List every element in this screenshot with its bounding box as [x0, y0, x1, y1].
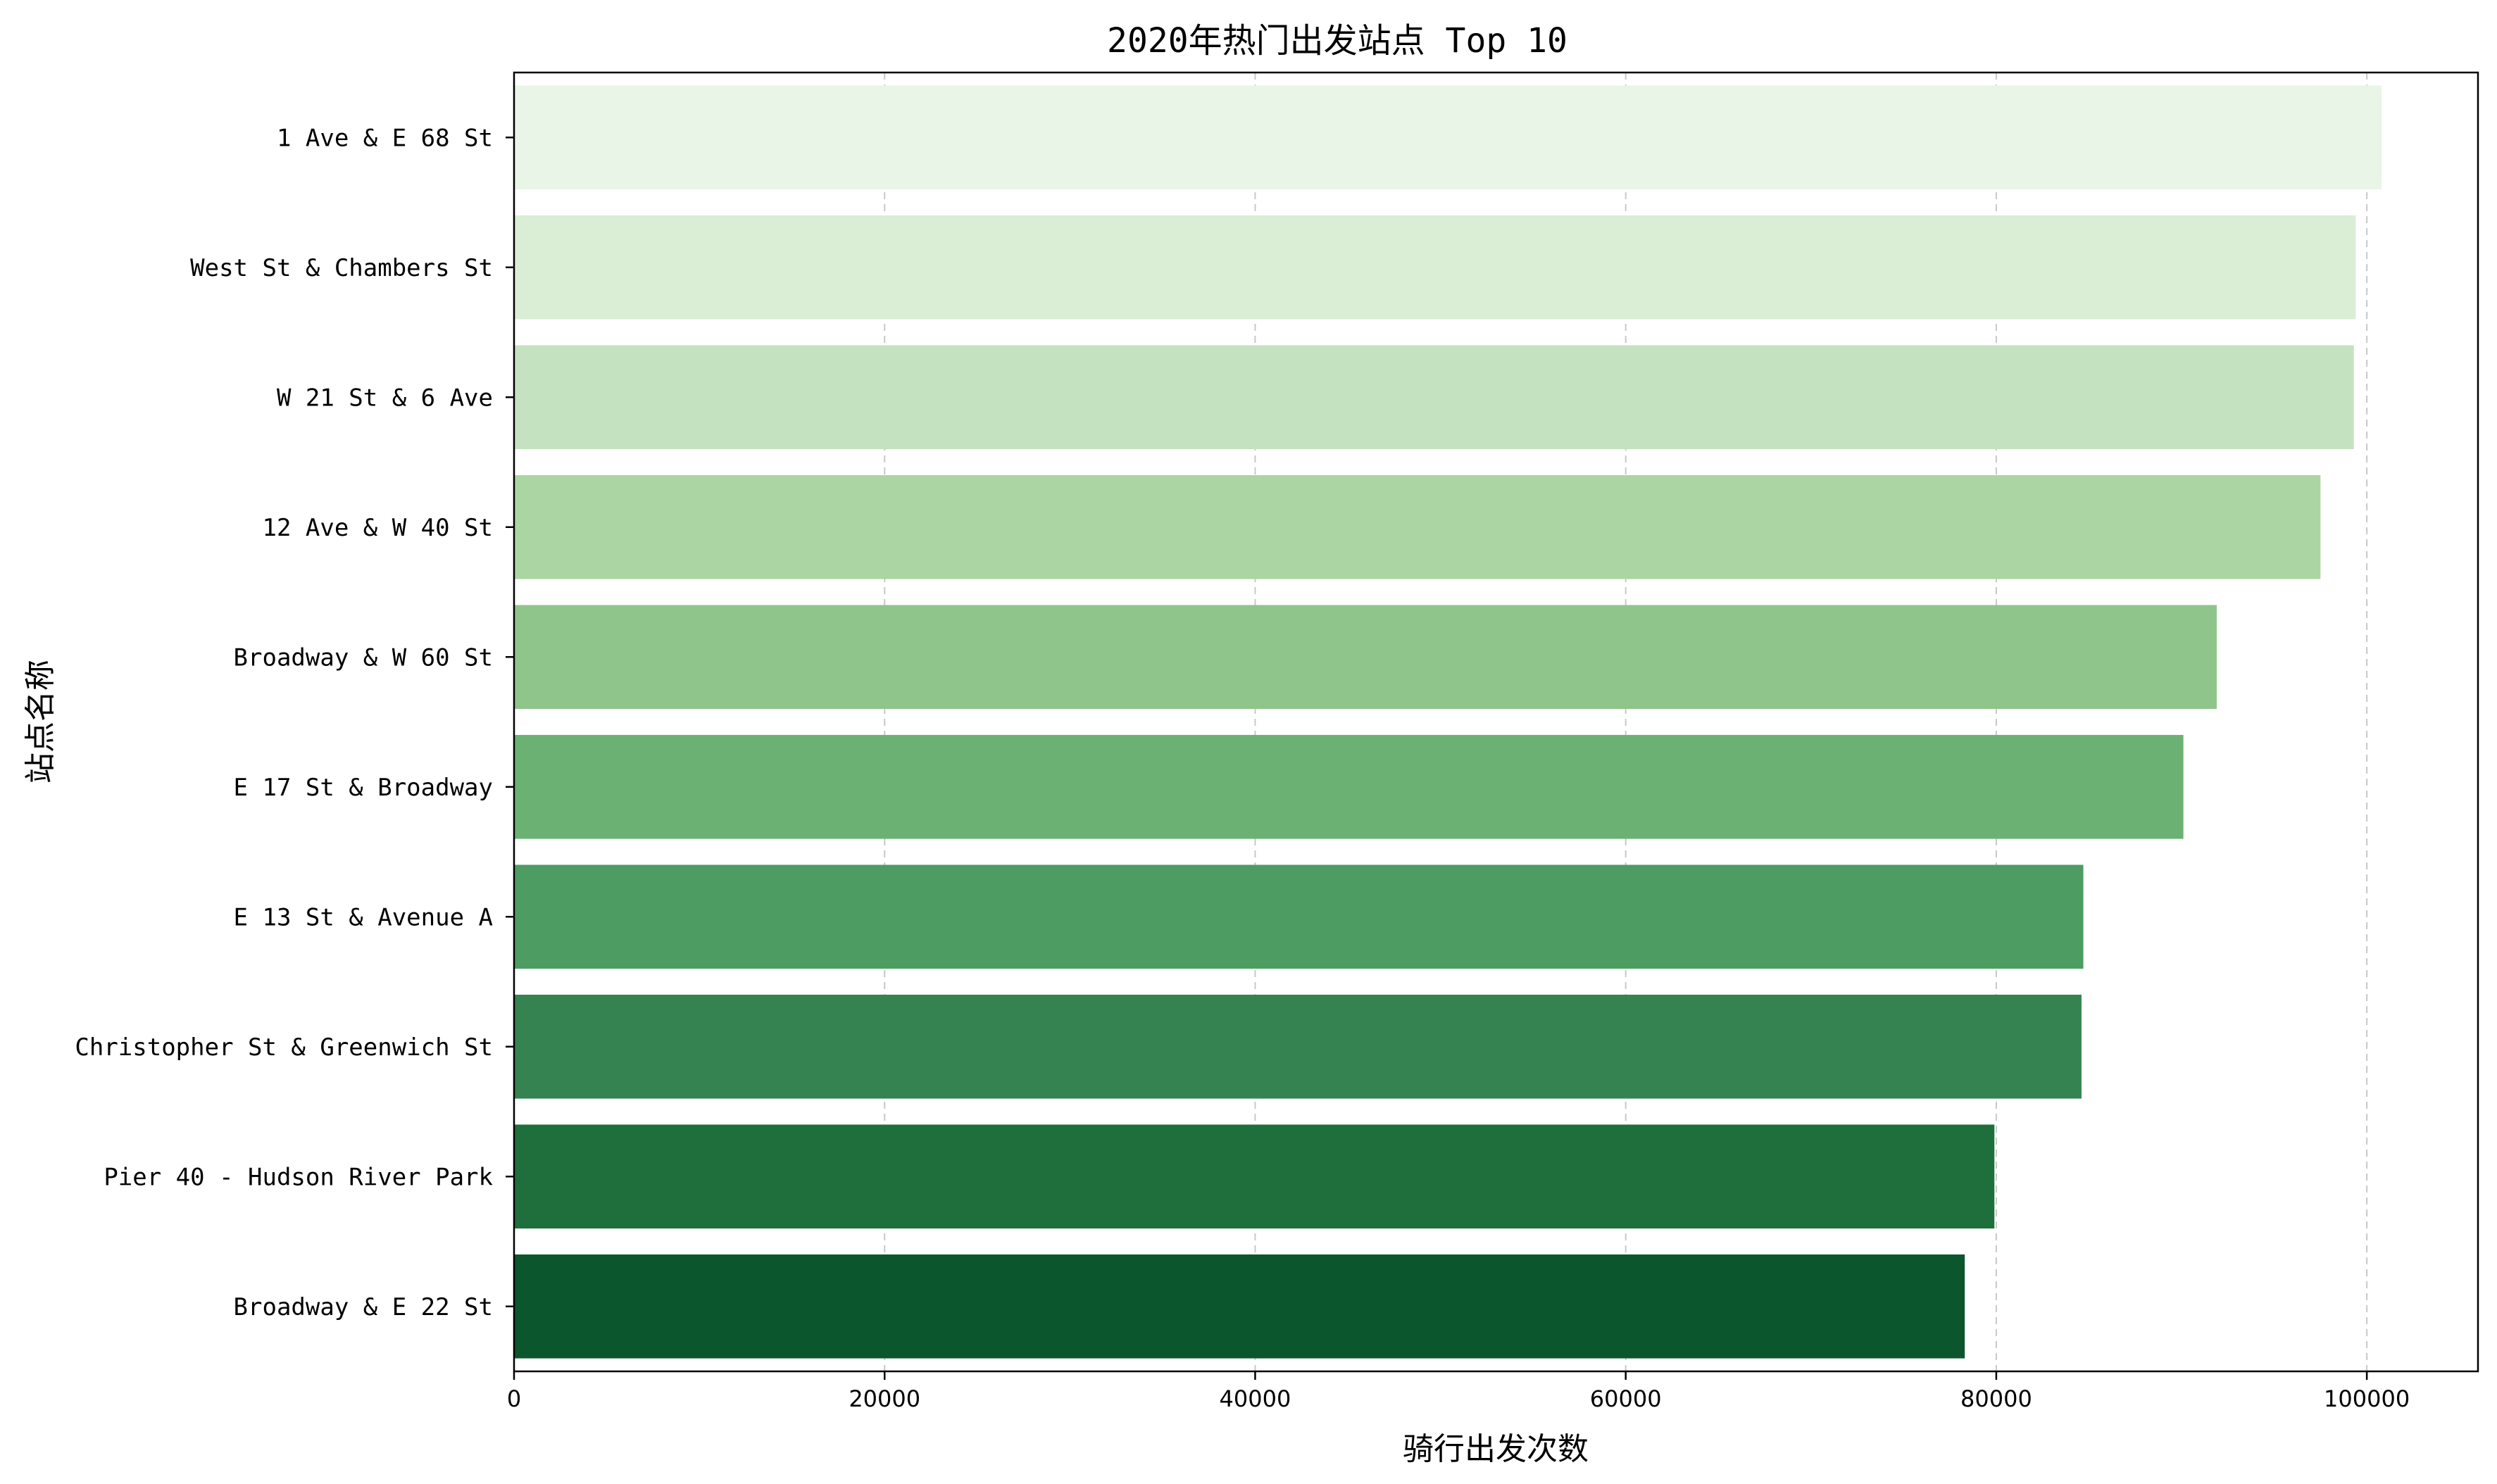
x-tick-label: 80000 [1960, 1385, 2032, 1412]
x-axis-label: 骑行出发次数 [1403, 1431, 1589, 1467]
x-tick-label: 20000 [849, 1385, 920, 1412]
y-axis-ticks: 1 Ave & E 68 St West St & Chambers St W 21… [75, 124, 514, 1321]
y-tick-label: West St & Chambers St [190, 254, 493, 282]
x-tick-label: 60000 [1590, 1385, 1662, 1412]
bar [514, 1124, 1995, 1229]
y-tick-label: E 13 St & Avenue A [234, 903, 493, 931]
chart-title: 2020年热门出发站点 Top 10 [1107, 21, 1567, 61]
y-tick-label: 1 Ave & E 68 St [277, 124, 493, 152]
bar [514, 85, 2382, 190]
y-tick-label: E 17 St & Broadway [234, 774, 493, 802]
y-tick-label: Broadway & W 60 St [234, 643, 493, 672]
bar [514, 864, 2084, 969]
y-tick-label: Pier 40 - Hudson River Park [104, 1163, 493, 1191]
y-tick-label: 12 Ave & W 40 St [262, 514, 493, 542]
x-tick-label: 100000 [2324, 1385, 2410, 1412]
bar [514, 345, 2354, 450]
bar [514, 734, 2184, 839]
y-tick-label: Broadway & E 22 St [234, 1293, 493, 1321]
x-tick-label: 0 [507, 1385, 521, 1412]
y-axis-label: 站点名称 [23, 660, 58, 784]
bar [514, 605, 2217, 710]
y-tick-label: W 21 St & 6 Ave [277, 384, 493, 412]
x-tick-label: 40000 [1220, 1385, 1291, 1412]
bar [514, 215, 2356, 320]
y-tick-label: Christopher St & Greenwich St [75, 1033, 493, 1062]
bar [514, 474, 2321, 579]
bar [514, 1254, 1965, 1359]
bars [514, 85, 2382, 1359]
plot-frame [513, 71, 2479, 1373]
x-axis-ticks: 0 20000 40000 60000 80000 100000 [507, 1371, 2410, 1412]
bar [514, 994, 2082, 1099]
